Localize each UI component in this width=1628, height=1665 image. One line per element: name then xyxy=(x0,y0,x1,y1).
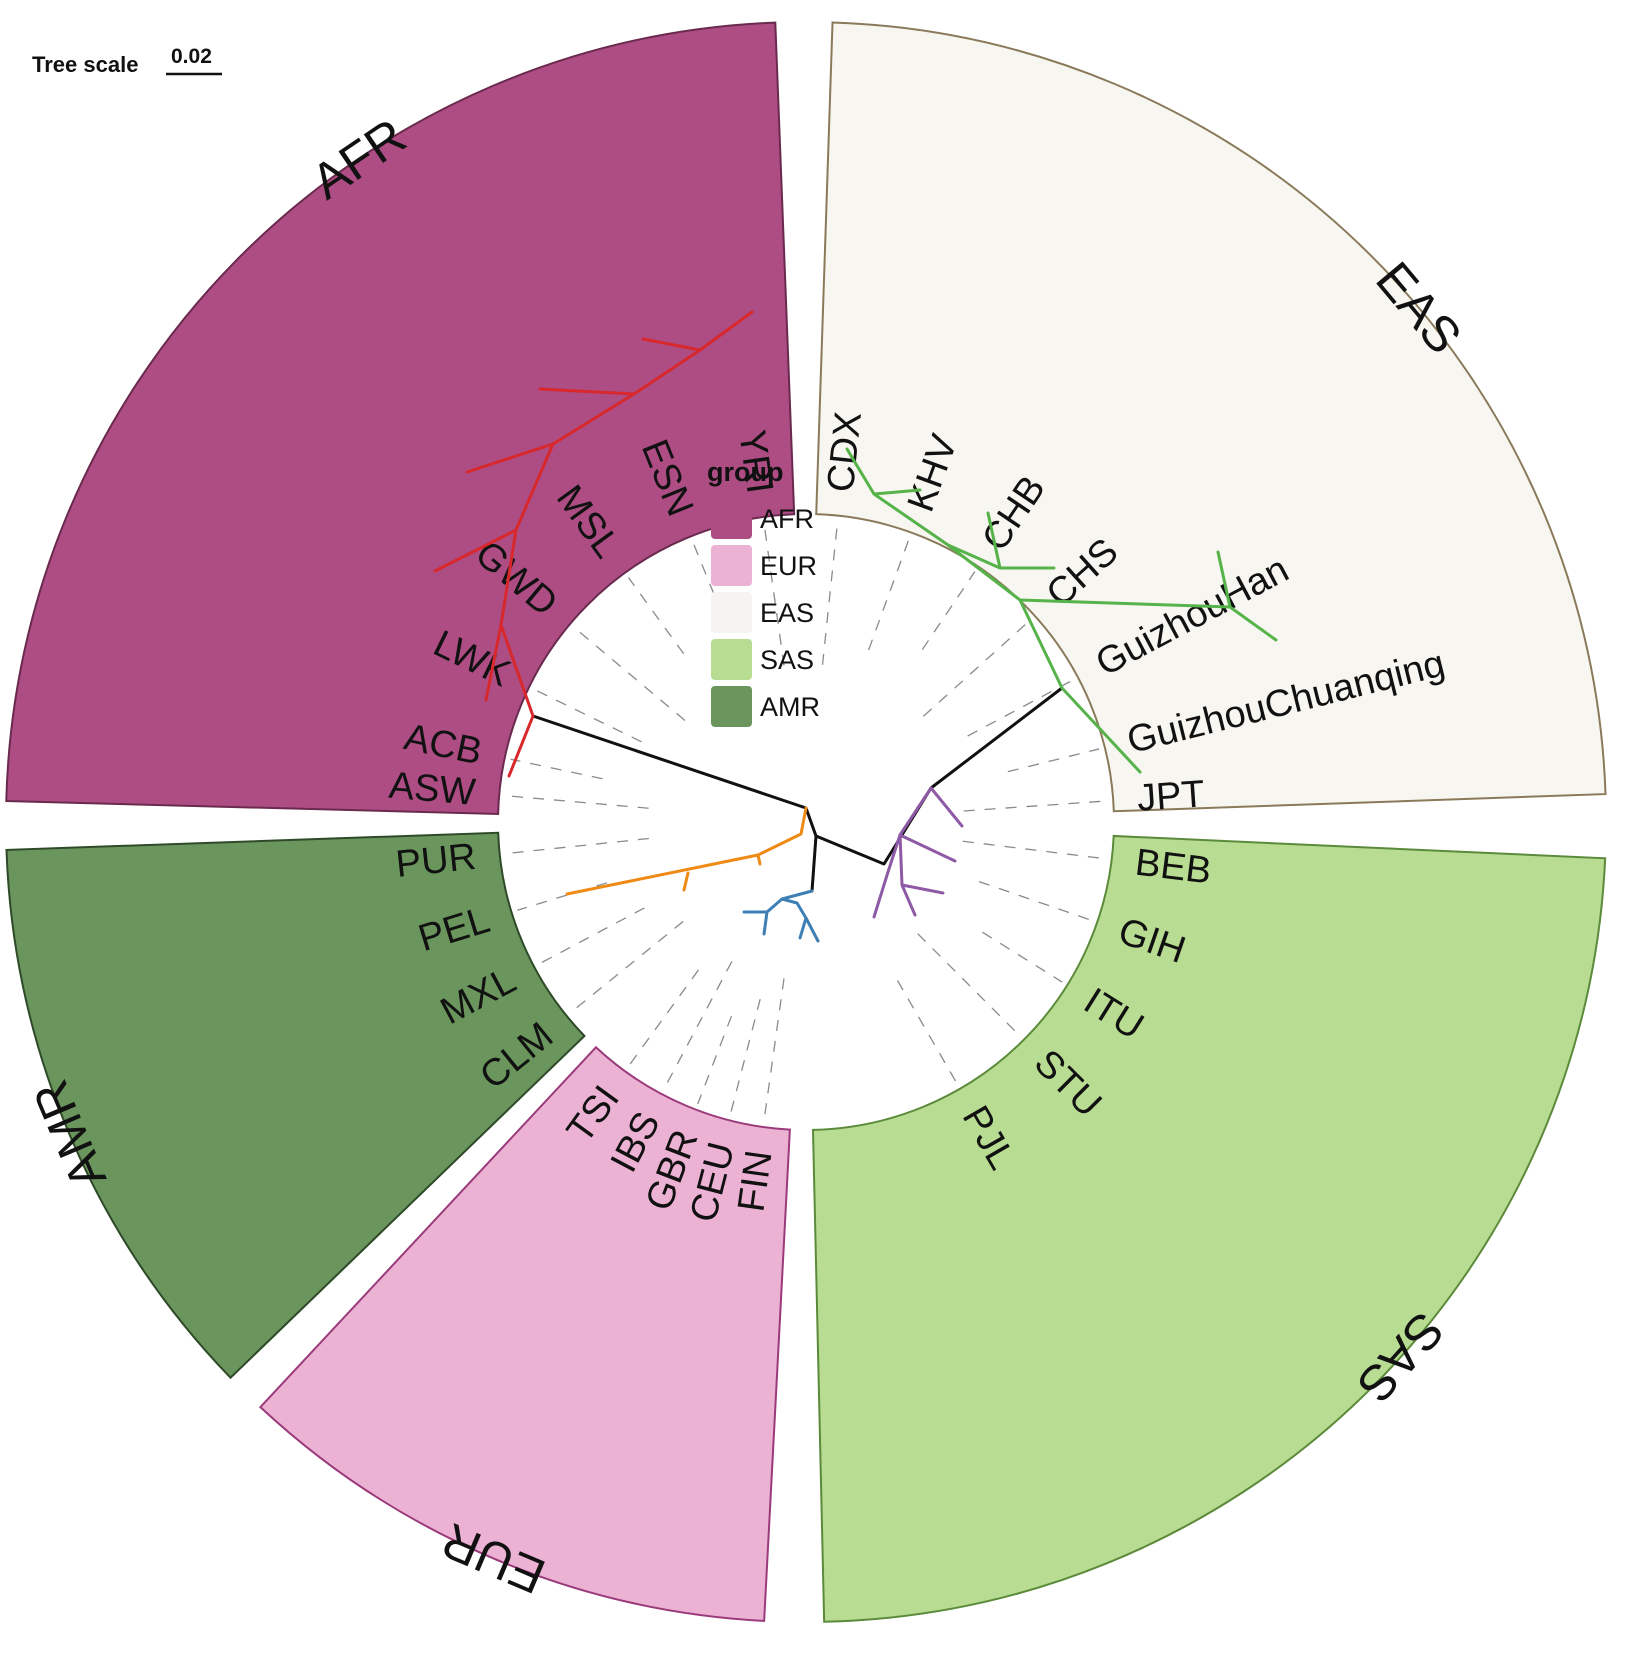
legend-label-eas: EAS xyxy=(760,598,814,628)
guide-line-clm xyxy=(570,920,684,1013)
legend-label-amr: AMR xyxy=(760,692,820,722)
eas-clade-branches xyxy=(845,447,1278,774)
legend-title: group xyxy=(707,457,783,487)
tip-label-asw: ASW xyxy=(387,765,477,814)
guide-line-fin xyxy=(763,978,785,1122)
legend-label-eur: EUR xyxy=(760,551,817,581)
amr-clade-branches xyxy=(565,806,808,896)
guide-line-beb xyxy=(962,840,1106,860)
tip-label-beb: BEB xyxy=(1133,842,1214,893)
group-sector-sas xyxy=(811,834,1607,1623)
group-legend: group AFR EUR EAS SAS AMR xyxy=(707,457,820,727)
group-sector-eur xyxy=(258,1045,791,1622)
guide-line-gwd xyxy=(574,627,686,721)
guide-line-asw xyxy=(505,795,649,809)
guide-line-pur xyxy=(505,837,649,855)
guide-line-gih xyxy=(978,880,1092,921)
guide-line-jpt xyxy=(963,800,1108,812)
eur-clade-branches xyxy=(742,889,820,943)
tree-scale: Tree scale 0.02 xyxy=(32,45,222,77)
legend-swatch-eas xyxy=(711,592,752,633)
tip-label-fin: FIN xyxy=(730,1148,780,1214)
guide-line-pel xyxy=(517,882,608,911)
tree-scale-value: 0.02 xyxy=(171,45,212,68)
group-sector-eas xyxy=(815,21,1607,813)
guide-line-pjl xyxy=(896,980,958,1084)
tip-label-yri: YRI xyxy=(730,428,780,497)
guide-line-acb xyxy=(510,758,603,780)
tip-label-jpt: JPT xyxy=(1136,773,1206,820)
tree-branches xyxy=(433,310,1278,943)
tip-label-cdx: CDX xyxy=(820,410,870,494)
legend-swatch-sas xyxy=(711,639,752,680)
tree-scale-label: Tree scale xyxy=(32,52,138,77)
legend-swatch-amr xyxy=(711,686,752,727)
legend-swatch-eur xyxy=(711,545,752,586)
guide-line-guizhouchuanqing xyxy=(1007,748,1100,773)
guide-line-guizhouhan xyxy=(967,679,1073,737)
guide-line-chb xyxy=(921,571,976,650)
guide-line-khv xyxy=(867,537,910,651)
guide-line-gbr xyxy=(697,1015,733,1105)
legend-label-afr: AFR xyxy=(760,504,814,534)
afr-clade-branches xyxy=(433,310,754,778)
backbone-branch xyxy=(531,686,1064,893)
guide-line-yri xyxy=(763,522,785,666)
tip-label-pur: PUR xyxy=(394,836,478,886)
guide-line-ceu xyxy=(729,999,761,1115)
legend-label-sas: SAS xyxy=(760,645,814,675)
guide-line-chs xyxy=(922,619,1031,717)
guide-line-msl xyxy=(627,577,685,655)
legend-swatch-afr xyxy=(711,498,752,539)
guide-line-stu xyxy=(917,933,1021,1037)
guide-line-tsi xyxy=(627,969,699,1067)
guide-line-itu xyxy=(982,931,1063,983)
guide-line-ibs xyxy=(663,961,733,1089)
group-sector-amr xyxy=(5,831,586,1380)
guide-line-mxl xyxy=(539,907,645,965)
tip-guide-lines xyxy=(505,521,1108,1122)
guide-line-cdx xyxy=(821,521,839,665)
group-sector-afr xyxy=(5,21,796,815)
sas-clade-branches xyxy=(872,786,964,919)
